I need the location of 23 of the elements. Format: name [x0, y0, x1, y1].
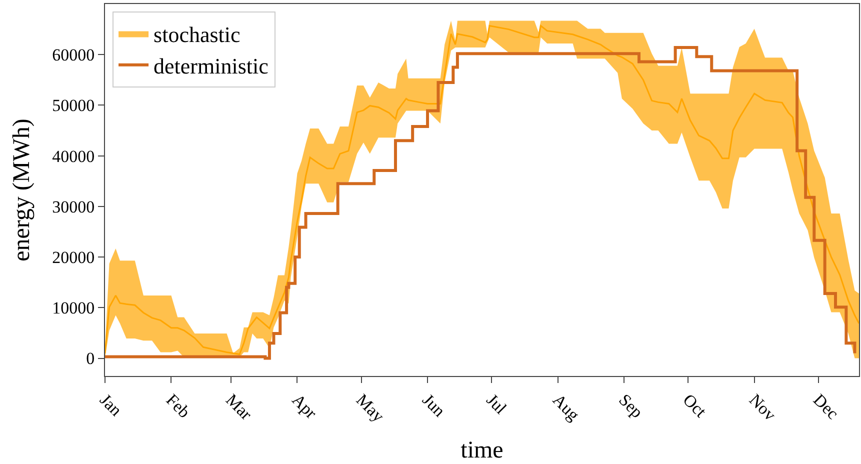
x-tick-label: Mar — [222, 390, 256, 424]
y-tick-label: 0 — [86, 349, 95, 368]
y-tick-label: 50000 — [52, 96, 95, 116]
x-tick-label: Sep — [615, 390, 647, 422]
x-tick-label: Jul — [482, 390, 510, 418]
x-axis-title: time — [460, 437, 504, 464]
x-tick-label: Jun — [418, 390, 450, 421]
x-tick-label: May — [352, 390, 388, 426]
x-tick-label: Jan — [96, 390, 126, 420]
x-tick-label: Feb — [162, 390, 194, 422]
x-tick-label: Apr — [288, 390, 321, 423]
x-tick-label: Dec — [810, 390, 843, 424]
y-tick-label: 30000 — [52, 197, 95, 216]
x-tick-label: Oct — [679, 390, 710, 422]
legend-label: stochastic — [154, 22, 241, 47]
y-axis-title: energy (MWh) — [9, 118, 36, 262]
y-tick-label: 40000 — [52, 146, 95, 166]
y-tick-label: 20000 — [52, 248, 95, 268]
y-tick-label: 60000 — [52, 46, 95, 65]
x-tick-label: Nov — [746, 390, 780, 425]
x-tick-label: Aug — [548, 390, 584, 425]
legend-label: deterministic — [154, 53, 269, 78]
y-tick-label: 10000 — [52, 298, 95, 318]
